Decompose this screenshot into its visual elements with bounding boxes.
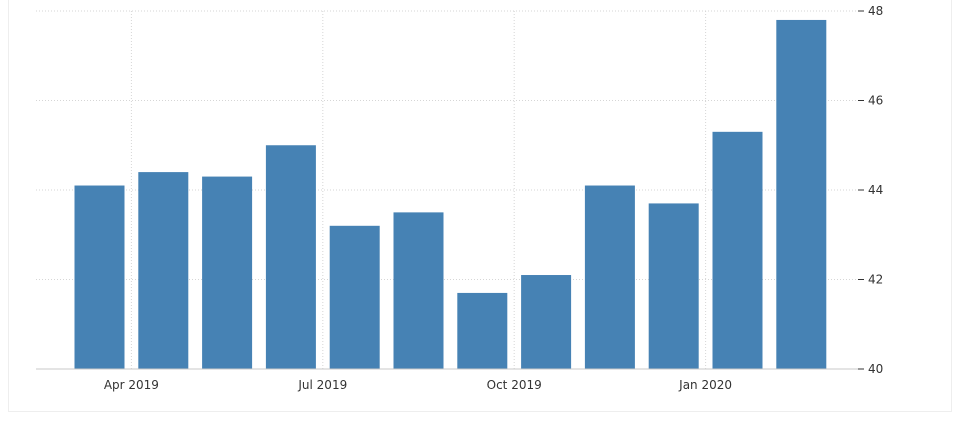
- chart-frame: [8, 0, 952, 412]
- y-tick-label-42: 42: [868, 273, 883, 287]
- x-tick-label-2: Oct 2019: [487, 378, 542, 392]
- bar-8: [584, 185, 635, 369]
- x-tick-label-3: Jan 2020: [678, 378, 732, 392]
- bar-0: [74, 185, 125, 369]
- bar-5: [393, 212, 444, 369]
- bar-6: [457, 292, 508, 369]
- y-axis-ticks: 40 42 44 46 48: [858, 4, 883, 376]
- bar-7: [521, 275, 572, 369]
- bars: [36, 19, 858, 370]
- bar-2: [202, 176, 253, 369]
- y-tick-label-44: 44: [868, 183, 883, 197]
- bar-11: [776, 19, 827, 369]
- bar-9: [648, 203, 699, 369]
- x-tick-label-0: Apr 2019: [104, 378, 159, 392]
- bar-3: [265, 145, 316, 369]
- y-tick-label-40: 40: [868, 362, 883, 376]
- y-tick-label-48: 48: [868, 4, 883, 18]
- bar-4: [329, 225, 380, 369]
- bar-10: [712, 131, 763, 369]
- bar-1: [138, 172, 189, 369]
- x-tick-label-1: Jul 2019: [297, 378, 347, 392]
- x-axis-ticks: Apr 2019 Jul 2019 Oct 2019 Jan 2020: [104, 378, 732, 392]
- y-tick-label-46: 46: [868, 94, 883, 108]
